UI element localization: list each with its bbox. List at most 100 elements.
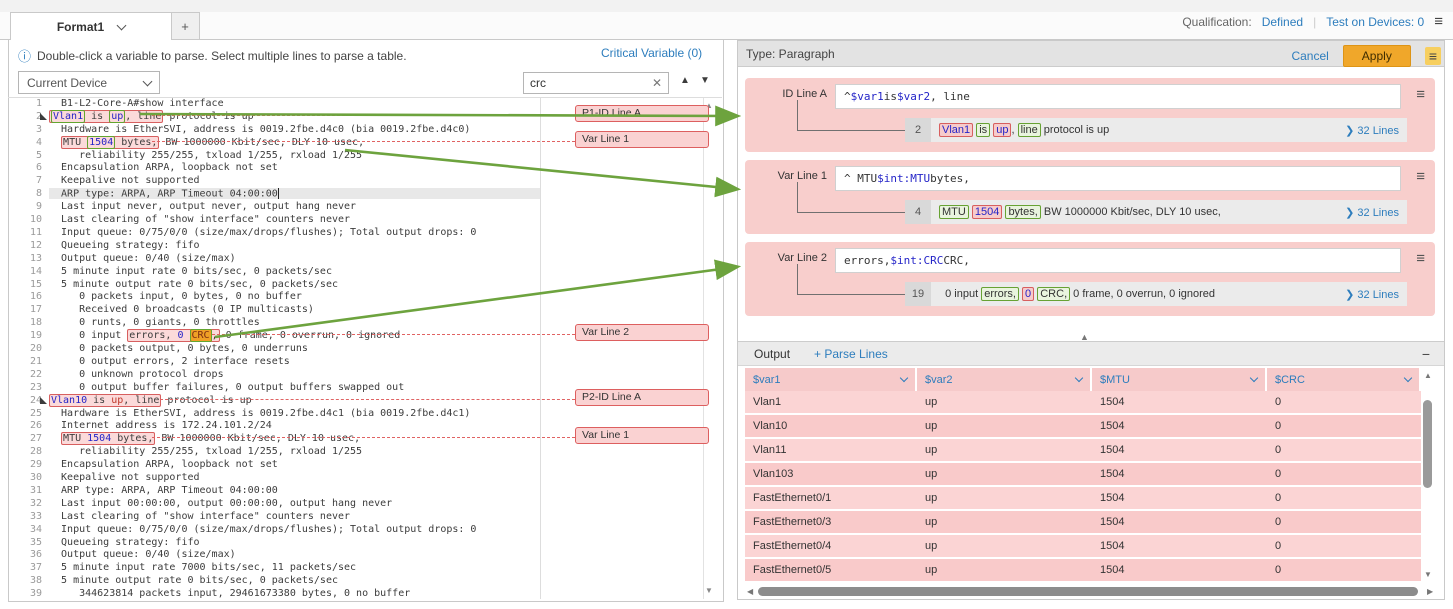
card-menu-icon[interactable]: ≡ <box>1416 86 1425 103</box>
code-line[interactable]: 13 Output queue: 0/40 (size/max) <box>9 252 540 265</box>
expand-lines-link[interactable]: ❯ 32 Lines <box>1345 124 1399 137</box>
code-line[interactable]: 5 reliability 255/255, txload 1/255, rxl… <box>9 149 540 162</box>
collapse-triangle-icon[interactable] <box>40 396 47 404</box>
table-row[interactable]: Vlan11 up 1504 0 <box>745 439 1421 463</box>
parse-marker-badge[interactable]: Var Line 2 <box>575 324 709 342</box>
code-line[interactable]: 2 Vlan1 is up, line protocol is up <box>9 109 540 123</box>
search-next-button[interactable]: ▼ <box>700 75 710 86</box>
table-row[interactable]: Vlan1 up 1504 0 <box>745 391 1421 415</box>
code-line[interactable]: 32 Last input 00:00:00, output 00:00:00,… <box>9 497 540 510</box>
code-line[interactable]: 11 Input queue: 0/75/0/0 (size/max/drops… <box>9 226 540 239</box>
code-line[interactable]: 39 344623814 packets input, 29461673380 … <box>9 587 540 600</box>
clear-search-icon[interactable]: ✕ <box>651 76 662 90</box>
pattern-input[interactable]: ^ MTU $int:MTU bytes, <box>835 166 1401 191</box>
test-on-devices-link[interactable]: Test on Devices: 0 <box>1326 15 1425 29</box>
code-line[interactable]: 26 Internet address is 172.24.101.2/24 <box>9 420 540 433</box>
code-line[interactable]: 28 reliability 255/255, txload 1/255, rx… <box>9 445 540 458</box>
line-number: 8 <box>35 188 42 200</box>
minimize-output-icon[interactable]: − <box>1421 345 1430 362</box>
pattern-input[interactable]: errors, $int:CRC CRC, <box>835 248 1401 273</box>
code-line[interactable]: 6 Encapsulation ARPA, loopback not set <box>9 162 540 175</box>
search-box[interactable]: crc ✕ <box>523 72 669 94</box>
table-row[interactable]: Vlan103 up 1504 0 <box>745 463 1421 487</box>
apply-button[interactable]: Apply <box>1342 45 1411 67</box>
code-line[interactable]: 9 Last input never, output never, output… <box>9 200 540 213</box>
table-row[interactable]: FastEthernet0/1 up 1504 0 <box>745 487 1421 511</box>
code-line[interactable]: 4 MTU 1504 bytes, BW 1000000 Kbit/sec, D… <box>9 135 540 149</box>
code-line[interactable]: 19 0 input errors, 0 CRC, 0 frame, 0 ove… <box>9 329 540 343</box>
scroll-left-icon[interactable]: ◀ <box>747 587 754 596</box>
parse-marker-badge[interactable]: Var Line 1 <box>575 427 709 445</box>
add-tab-button[interactable]: + <box>171 12 200 40</box>
scroll-right-icon[interactable]: ▶ <box>1427 587 1434 596</box>
code-line[interactable]: 17 Received 0 broadcasts (0 IP multicast… <box>9 303 540 316</box>
chevron-down-icon[interactable] <box>899 373 909 383</box>
table-row[interactable]: Vlan10 up 1504 0 <box>745 415 1421 439</box>
code-line[interactable]: 34 Input queue: 0/75/0/0 (size/max/drops… <box>9 523 540 536</box>
code-line[interactable]: 20 0 packets output, 0 bytes, 0 underrun… <box>9 342 540 355</box>
scroll-down-icon[interactable]: ▼ <box>705 586 713 595</box>
code-line[interactable]: 25 Hardware is EtherSVI, address is 0019… <box>9 407 540 420</box>
chevron-down-icon[interactable] <box>1074 373 1084 383</box>
hscroll-thumb[interactable] <box>758 587 1418 596</box>
scroll-up-icon[interactable]: ▲ <box>705 101 713 110</box>
column-header[interactable]: $MTU <box>1092 368 1267 391</box>
column-header[interactable]: $CRC <box>1267 368 1421 391</box>
code-line[interactable]: 23 0 output buffer failures, 0 output bu… <box>9 381 540 394</box>
column-header[interactable]: $var1 <box>745 368 917 391</box>
parse-marker-badge[interactable]: Var Line 1 <box>575 130 709 148</box>
parse-marker-badge[interactable]: P2-ID Line A <box>575 388 709 406</box>
parsed-group: errors, 0 CRC, <box>127 329 220 343</box>
code-line[interactable]: 1 B1-L2-Core-A#show interface <box>9 97 540 110</box>
expand-lines-link[interactable]: ❯ 32 Lines <box>1345 206 1399 219</box>
tab-format1[interactable]: Format1 <box>10 12 172 40</box>
vscroll-thumb[interactable] <box>1423 400 1432 488</box>
code-line[interactable]: 21 0 output errors, 2 interface resets <box>9 355 540 368</box>
search-prev-button[interactable]: ▲ <box>680 75 690 86</box>
code-line[interactable]: 27 MTU 1504 bytes, BW 1000000 Kbit/sec, … <box>9 432 540 446</box>
code-line[interactable]: 35 Queueing strategy: fifo <box>9 536 540 549</box>
device-select[interactable]: Current Device <box>18 71 160 94</box>
pattern-input[interactable]: ^ $var1 is $var2, line <box>835 84 1401 109</box>
scroll-down-icon[interactable]: ▼ <box>1424 570 1432 579</box>
card-menu-icon[interactable]: ≡ <box>1416 250 1425 267</box>
code-line[interactable]: 10 Last clearing of "show interface" cou… <box>9 213 540 226</box>
expand-lines-link[interactable]: ❯ 32 Lines <box>1345 288 1399 301</box>
code-line[interactable]: 18 0 runts, 0 giants, 0 throttles <box>9 316 540 329</box>
chevron-down-icon[interactable] <box>1249 373 1259 383</box>
collapse-triangle-icon[interactable] <box>40 112 47 120</box>
code-line[interactable]: 33 Last clearing of "show interface" cou… <box>9 510 540 523</box>
code-line[interactable]: 15 5 minute output rate 0 bits/sec, 0 pa… <box>9 278 540 291</box>
table-row[interactable]: FastEthernet0/4 up 1504 0 <box>745 535 1421 559</box>
code-line[interactable]: 24 Vlan10 is up, line protocol is up <box>9 393 540 407</box>
menu-icon[interactable]: ≡ <box>1434 13 1443 30</box>
code-scrollbar[interactable] <box>703 98 717 599</box>
code-line[interactable]: 3 Hardware is EtherSVI, address is 0019.… <box>9 123 540 136</box>
code-line[interactable]: 37 5 minute input rate 7000 bits/sec, 11… <box>9 561 540 574</box>
column-header[interactable]: $var2 <box>917 368 1092 391</box>
parse-marker-badge[interactable]: P1-ID Line A <box>575 104 709 122</box>
critical-variable-link[interactable]: Critical Variable (0) <box>601 46 703 60</box>
code-line[interactable]: 7 Keepalive not supported <box>9 174 540 187</box>
code-line[interactable]: 22 0 unknown protocol drops <box>9 368 540 381</box>
code-line[interactable]: 36 Output queue: 0/40 (size/max) <box>9 549 540 562</box>
table-row[interactable]: FastEthernet0/5 up 1504 0 <box>745 559 1421 583</box>
code-line[interactable]: 29 Encapsulation ARPA, loopback not set <box>9 458 540 471</box>
code-line[interactable]: 12 Queueing strategy: fifo <box>9 239 540 252</box>
code-line[interactable]: 30 Keepalive not supported <box>9 471 540 484</box>
qualification-value-link[interactable]: Defined <box>1261 15 1304 29</box>
card-menu-icon[interactable]: ≡ <box>1416 168 1425 185</box>
parse-lines-button[interactable]: + Parse Lines <box>814 346 888 361</box>
code-line[interactable]: 31 ARP type: ARPA, ARP Timeout 04:00:00 <box>9 484 540 497</box>
panel-menu-icon[interactable]: ≡ <box>1424 47 1441 65</box>
cancel-button[interactable]: Cancel <box>1291 49 1329 63</box>
scroll-up-icon[interactable]: ▲ <box>1424 371 1432 380</box>
search-input[interactable]: crc <box>530 76 546 90</box>
code-line[interactable]: 8 ARP type: ARPA, ARP Timeout 04:00:00 <box>9 187 540 200</box>
chevron-down-icon[interactable] <box>1403 373 1413 383</box>
table-row[interactable]: FastEthernet0/3 up 1504 0 <box>745 511 1421 535</box>
code-line[interactable]: 14 5 minute input rate 0 bits/sec, 0 pac… <box>9 265 540 278</box>
code-line[interactable]: 16 0 packets input, 0 bytes, 0 no buffer <box>9 291 540 304</box>
code-line[interactable]: 38 5 minute output rate 0 bits/sec, 0 pa… <box>9 574 540 587</box>
collapse-output-icon[interactable]: ▲ <box>1080 332 1089 342</box>
